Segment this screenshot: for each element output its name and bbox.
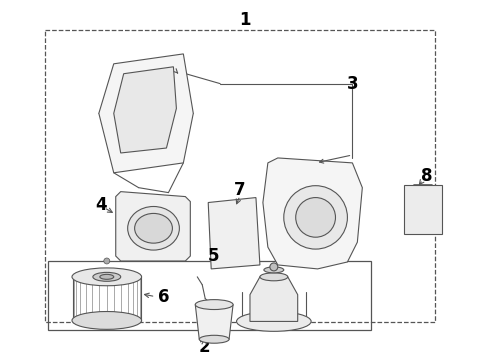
Ellipse shape [72, 268, 142, 286]
Ellipse shape [237, 311, 311, 331]
Polygon shape [116, 192, 190, 261]
Polygon shape [263, 158, 362, 269]
Ellipse shape [260, 273, 288, 281]
Ellipse shape [128, 207, 179, 250]
Ellipse shape [93, 273, 121, 281]
Ellipse shape [72, 311, 142, 329]
Ellipse shape [100, 274, 114, 279]
Circle shape [284, 186, 347, 249]
Text: 4: 4 [95, 195, 107, 213]
Bar [48, 261, 371, 330]
Ellipse shape [199, 335, 229, 343]
Ellipse shape [196, 300, 233, 310]
Text: 3: 3 [346, 75, 358, 93]
Circle shape [104, 258, 110, 264]
Text: 6: 6 [158, 288, 169, 306]
Ellipse shape [135, 213, 172, 243]
Polygon shape [196, 305, 233, 339]
Circle shape [295, 198, 336, 237]
Polygon shape [250, 277, 298, 321]
Text: 8: 8 [421, 167, 433, 185]
Text: 7: 7 [234, 181, 246, 199]
Polygon shape [99, 54, 193, 173]
Text: 2: 2 [198, 338, 210, 356]
Polygon shape [208, 198, 260, 269]
Polygon shape [114, 67, 176, 153]
Bar [45, 30, 435, 323]
Text: 1: 1 [239, 11, 251, 29]
Bar [404, 185, 442, 234]
Text: 5: 5 [207, 247, 219, 265]
Circle shape [270, 263, 278, 271]
Ellipse shape [264, 267, 284, 273]
